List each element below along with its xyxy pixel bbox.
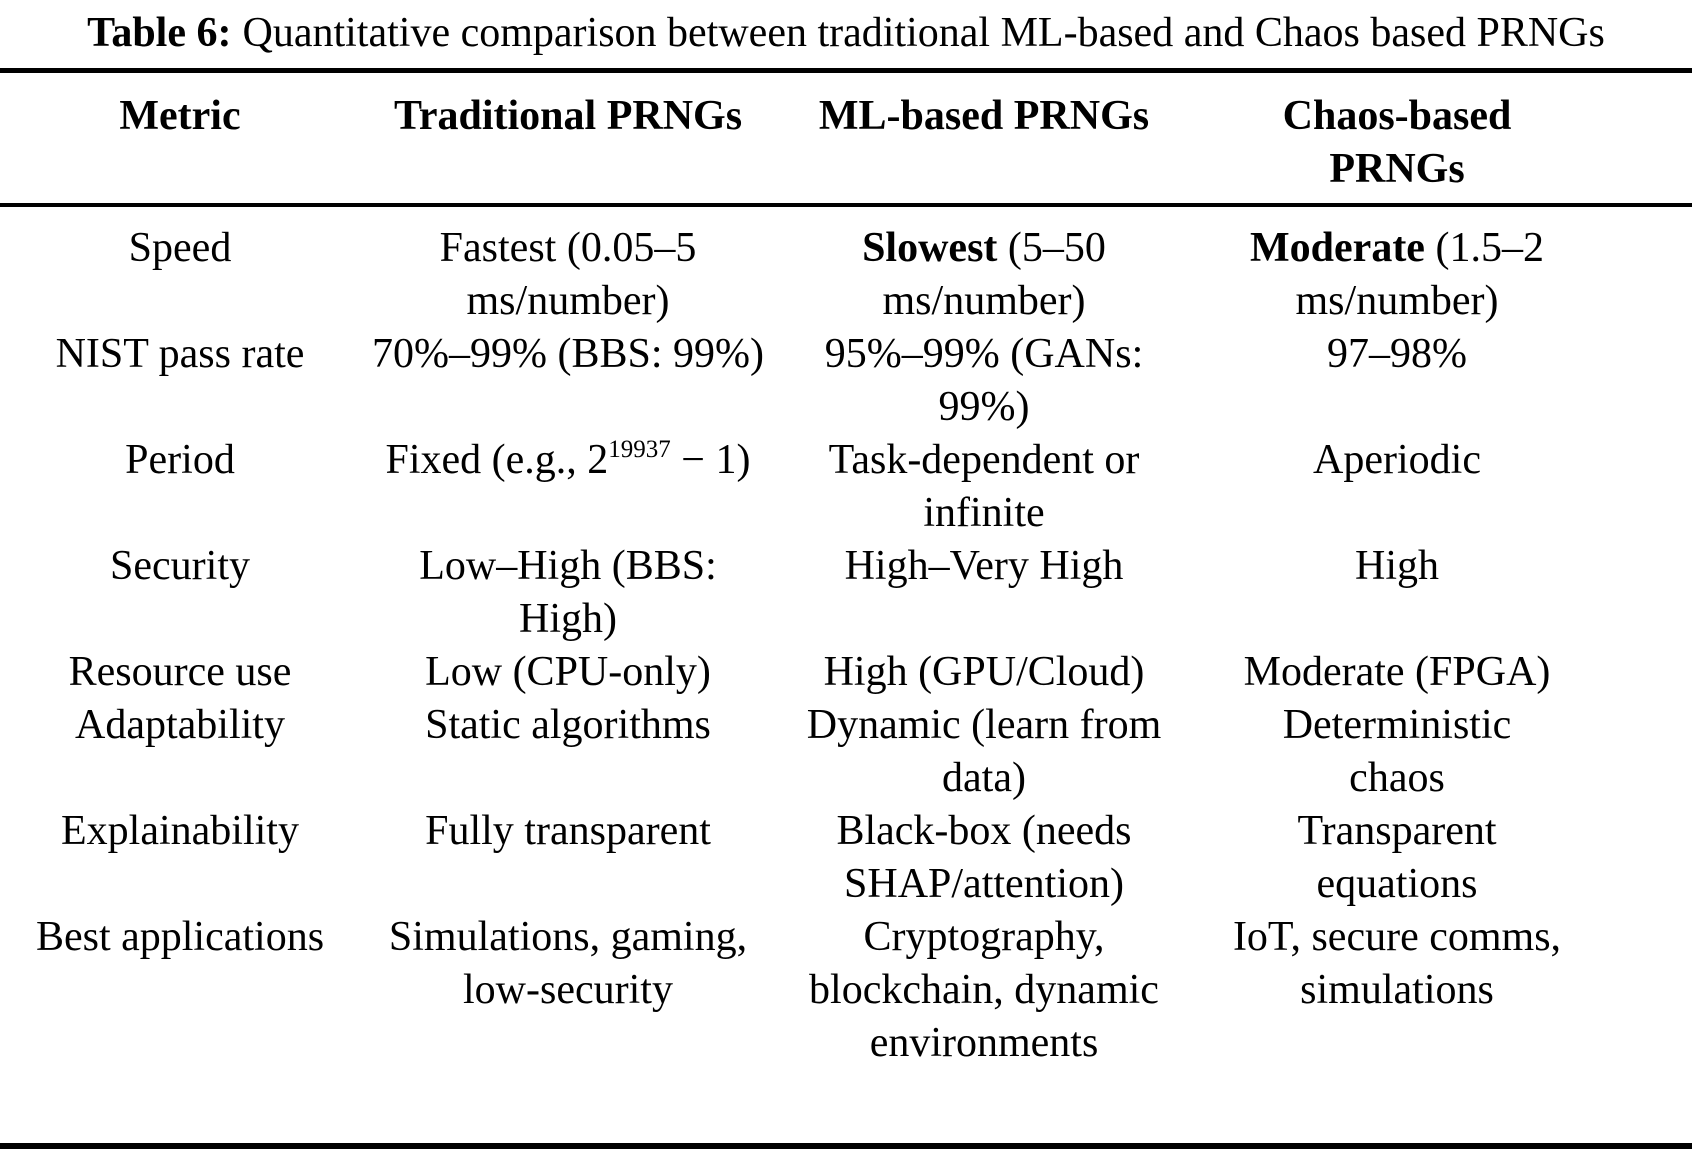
metric-label: Adaptability xyxy=(75,702,285,748)
cell-speed-chaos: Moderate (1.5–2 ms/number) xyxy=(1192,196,1602,328)
metric-label: Speed xyxy=(128,225,232,271)
cell-text: Simulations, gaming, low-security xyxy=(388,914,748,1013)
cell-explainability-traditional: Fully transparent xyxy=(360,805,776,911)
cell-text: Low (CPU-only) xyxy=(425,649,711,695)
metric-label: Resource use xyxy=(68,649,292,695)
rule-top xyxy=(0,68,1692,73)
cell-nist-ml: 95%–99% (GANs: 99%) xyxy=(776,328,1192,434)
cell-period-traditional: Fixed (e.g., 219937 − 1) xyxy=(360,434,776,540)
cell-text: High–Very High xyxy=(844,543,1124,589)
cell-security-ml: High–Very High xyxy=(776,540,1192,646)
cell-nist-traditional: 70%–99% (BBS: 99%) xyxy=(360,328,776,434)
table-row-explainability: Explainability Fully transparent Black-b… xyxy=(0,805,1602,911)
cell-explainability-ml: Black-box (needs SHAP/attention) xyxy=(776,805,1192,911)
cell-text: High xyxy=(1355,543,1439,589)
cell-nist-metric: NIST pass rate xyxy=(0,328,360,434)
cell-resource-metric: Resource use xyxy=(0,646,360,699)
cell-adaptability-metric: Adaptability xyxy=(0,699,360,805)
cell-resource-traditional: Low (CPU-only) xyxy=(360,646,776,699)
cell-text: (5–50 ms/number) xyxy=(882,225,1106,324)
cell-applications-traditional: Simulations, gaming, low-security xyxy=(360,911,776,1070)
cell-speed-traditional: Fastest (0.05–5 ms/number) xyxy=(360,196,776,328)
cell-text: Cryptography, blockchain, dynamic enviro… xyxy=(809,914,1159,1066)
header-cell-ml-based-prngs: ML-based PRNGs xyxy=(818,93,1150,139)
table-row-nist-pass-rate: NIST pass rate 70%–99% (BBS: 99%) 95%–99… xyxy=(0,328,1602,434)
metric-label: Best applications xyxy=(35,914,325,960)
cell-text: Dynamic (learn from data) xyxy=(806,702,1162,801)
cell-text: Transparent equations xyxy=(1297,808,1497,907)
cell-security-traditional: Low–High (BBS: High) xyxy=(360,540,776,646)
cell-resource-ml: High (GPU/Cloud) xyxy=(776,646,1192,699)
table-row-resource-use: Resource use Low (CPU-only) High (GPU/Cl… xyxy=(0,646,1602,699)
cell-text: Black-box (needs SHAP/attention) xyxy=(836,808,1132,907)
cell-text: Low–High (BBS: High) xyxy=(419,543,717,642)
metric-label: Period xyxy=(125,437,235,483)
cell-text: 97–98% xyxy=(1327,331,1467,377)
cell-text: Aperiodic xyxy=(1313,437,1481,483)
metric-label: NIST pass rate xyxy=(55,331,305,377)
table-row-period: Period Fixed (e.g., 219937 − 1) Task-dep… xyxy=(0,434,1602,540)
table-row-security: Security Low–High (BBS: High) High–Very … xyxy=(0,540,1602,646)
rule-bottom xyxy=(0,1143,1692,1149)
cell-text: (1.5–2 ms/number) xyxy=(1295,225,1544,324)
cell-speed-metric: Speed xyxy=(0,196,360,328)
exponent-text: 19937 xyxy=(608,436,671,463)
table-row-best-applications: Best applications Simulations, gaming, l… xyxy=(0,911,1602,1070)
rule-header-separator xyxy=(0,203,1692,207)
header-row: Metric Traditional PRNGs ML-based PRNGs … xyxy=(0,74,1602,196)
cell-adaptability-ml: Dynamic (learn from data) xyxy=(776,699,1192,805)
table-row-adaptability: Adaptability Static algorithms Dynamic (… xyxy=(0,699,1602,805)
caption-text: Quantitative comparison between traditio… xyxy=(242,10,1605,56)
cell-explainability-metric: Explainability xyxy=(0,805,360,911)
cell-explainability-chaos: Transparent equations xyxy=(1192,805,1602,911)
cell-text: IoT, secure comms, simulations xyxy=(1232,914,1562,1013)
cell-text: High (GPU/Cloud) xyxy=(823,649,1145,695)
table-row-speed: Speed Fastest (0.05–5 ms/number) Slowest… xyxy=(0,196,1602,328)
cell-text: Moderate (FPGA) xyxy=(1243,649,1551,695)
cell-adaptability-traditional: Static algorithms xyxy=(360,699,776,805)
cell-period-chaos: Aperiodic xyxy=(1192,434,1602,540)
cell-bold-text: Slowest xyxy=(862,225,998,271)
cell-text: Fully transparent xyxy=(425,808,711,854)
cell-security-metric: Security xyxy=(0,540,360,646)
cell-text-after: − 1) xyxy=(670,437,751,483)
caption-label: Table 6: xyxy=(87,10,232,56)
cell-text: 95%–99% (GANs: 99%) xyxy=(824,331,1144,430)
header-cell-traditional-prngs: Traditional PRNGs xyxy=(393,93,743,139)
cell-applications-metric: Best applications xyxy=(0,911,360,1070)
cell-applications-ml: Cryptography, blockchain, dynamic enviro… xyxy=(776,911,1192,1070)
cell-text: Fixed (e.g., 2 xyxy=(385,437,609,483)
cell-applications-chaos: IoT, secure comms, simulations xyxy=(1192,911,1602,1070)
metric-label: Security xyxy=(110,543,250,589)
header-cell-metric: Metric xyxy=(119,93,241,139)
cell-text: Task-dependent or infinite xyxy=(828,437,1140,536)
cell-text: 70%–99% (BBS: 99%) xyxy=(372,331,764,377)
cell-speed-ml: Slowest (5–50 ms/number) xyxy=(776,196,1192,328)
table-caption: Table 6: Quantitative comparison between … xyxy=(0,0,1692,60)
cell-text: Deterministic chaos xyxy=(1282,702,1512,801)
cell-period-metric: Period xyxy=(0,434,360,540)
header-cell-chaos-based-prngs: Chaos-based PRNGs xyxy=(1282,93,1512,192)
cell-resource-chaos: Moderate (FPGA) xyxy=(1192,646,1602,699)
cell-security-chaos: High xyxy=(1192,540,1602,646)
cell-text: Fastest (0.05–5 ms/number) xyxy=(439,225,697,324)
metric-label: Explainability xyxy=(61,808,299,854)
cell-bold-text: Moderate xyxy=(1250,225,1425,271)
cell-adaptability-chaos: Deterministic chaos xyxy=(1192,699,1602,805)
comparison-table: Metric Traditional PRNGs ML-based PRNGs … xyxy=(0,74,1602,1070)
cell-period-ml: Task-dependent or infinite xyxy=(776,434,1192,540)
cell-text: Static algorithms xyxy=(425,702,711,748)
cell-nist-chaos: 97–98% xyxy=(1192,328,1602,434)
